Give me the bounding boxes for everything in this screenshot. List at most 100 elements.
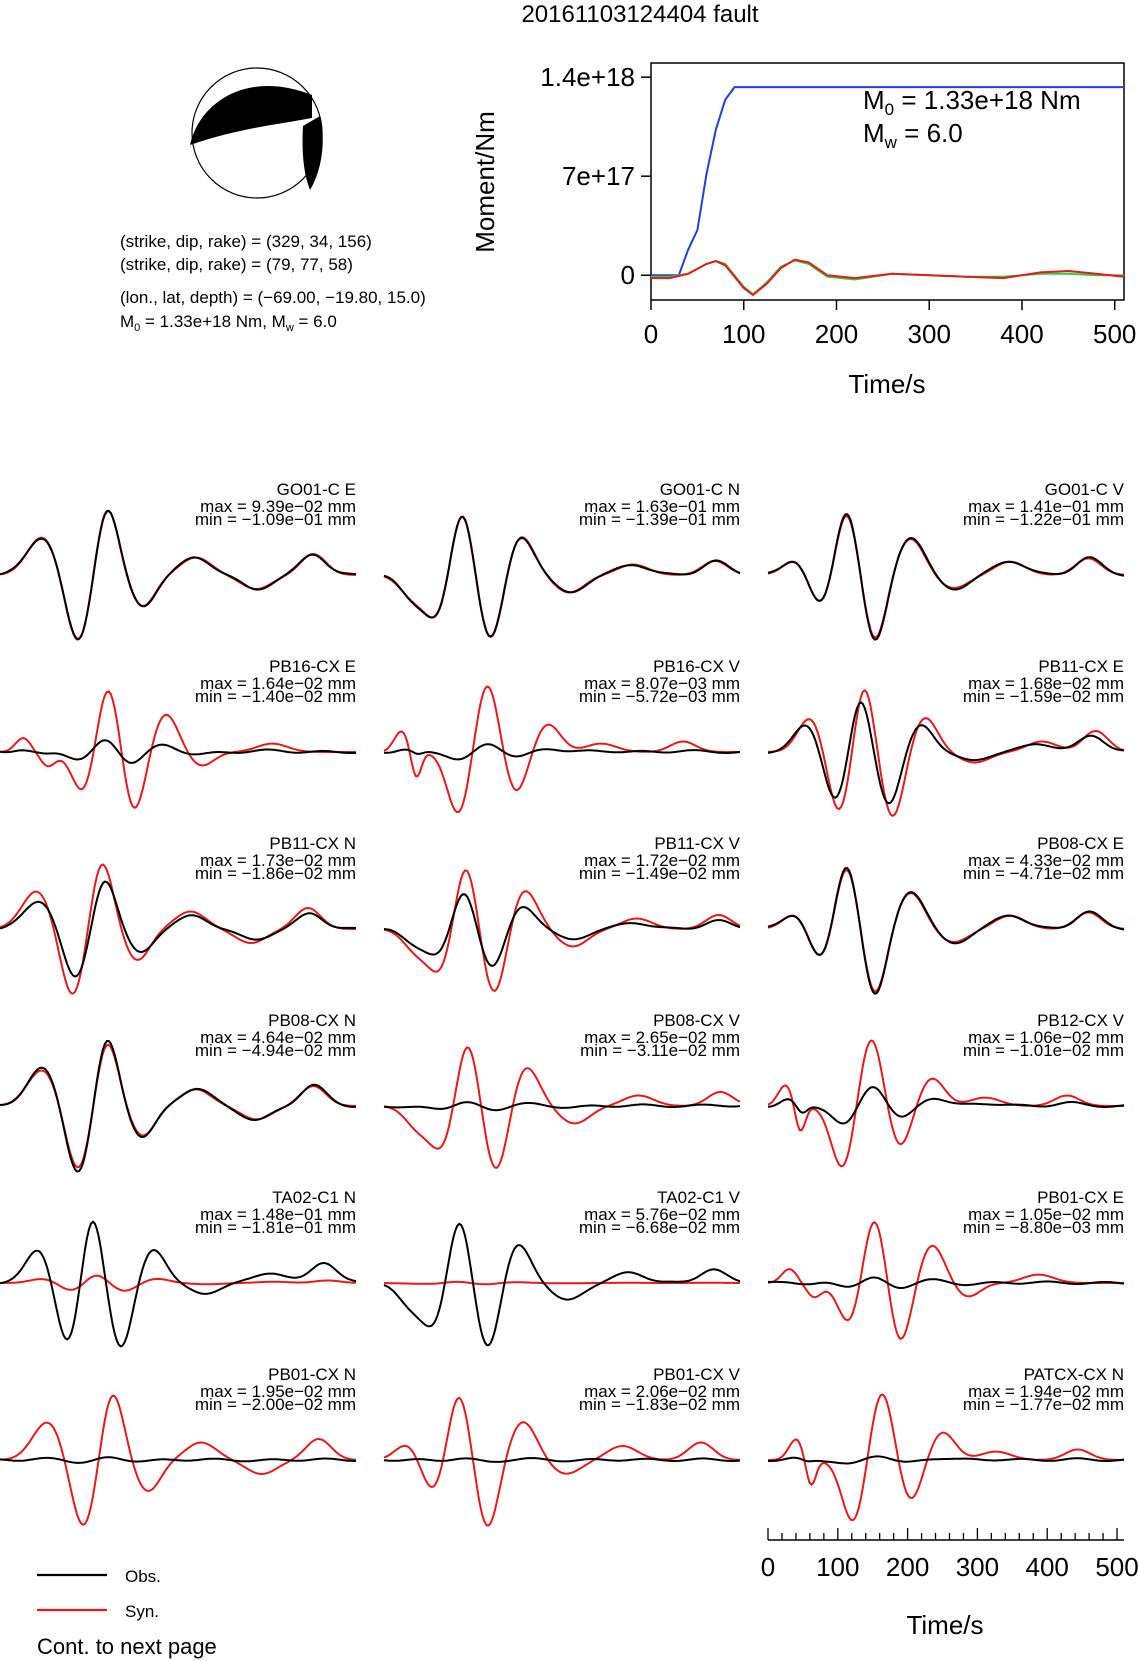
mechanism-line-4: M0 = 1.33e+18 Nm, Mw = 6.0 (120, 312, 337, 334)
min-label: min = −1.39e−01 mm (579, 510, 740, 529)
max-label: max = 9.39e−02 mm (200, 497, 356, 516)
max-label: max = 1.48e−01 mm (200, 1205, 356, 1224)
min-label: min = −1.59e−02 mm (963, 687, 1124, 706)
synthetic-trace (383, 515, 741, 639)
station-label: GO01-C E (277, 480, 356, 499)
moment-xtick-label: 500 (1093, 319, 1136, 349)
station-label: PB01-CX E (1037, 1188, 1124, 1207)
synthetic-trace (383, 685, 740, 814)
moment-xtick-label: 400 (1000, 319, 1043, 349)
observed-trace (0, 1039, 356, 1173)
footer-note: Cont. to next page (37, 1634, 217, 1659)
station-label: PB08-CX V (653, 1011, 741, 1030)
moment-plot-frame (650, 62, 1125, 301)
station-label: PB16-CX E (269, 657, 356, 676)
synthetic-trace (767, 689, 1125, 817)
waveform-xtick-label: 0 (761, 1552, 775, 1582)
max-label: max = 4.33e−02 mm (968, 851, 1124, 870)
moment-series-line-1 (651, 259, 1124, 296)
min-label: min = −1.77e−02 mm (963, 1395, 1124, 1414)
moment-ytick-label: 1.4e+18 (540, 62, 635, 92)
observed-trace (768, 1276, 1125, 1289)
max-label: max = 1.95e−02 mm (200, 1382, 356, 1401)
moment-series-line-0 (651, 86, 1124, 277)
synthetic-trace (0, 509, 356, 641)
legend-syn-label: Syn. (125, 1602, 159, 1621)
moment-xtick-label: 300 (908, 319, 951, 349)
max-label: max = 1.72e−02 mm (584, 851, 740, 870)
min-label: min = −1.83e−02 mm (579, 1395, 740, 1414)
max-label: max = 1.94e−02 mm (968, 1382, 1124, 1401)
moment-chart: 1.4e+18 7e+17 0 0 100 200 300 400 500 Moment/Nm… (470, 62, 1136, 399)
min-label: min = −1.81e−01 mm (195, 1218, 356, 1237)
synthetic-trace (768, 1393, 1124, 1522)
beachball-icon (190, 67, 323, 199)
moment-series-line-2 (651, 258, 1125, 297)
min-label: min = −1.40e−02 mm (195, 687, 356, 706)
moment-xtick-label: 0 (644, 319, 658, 349)
observed-trace (767, 512, 1125, 641)
synthetic-trace (384, 1280, 740, 1286)
waveform-xtick-label: 400 (1026, 1552, 1069, 1582)
station-label: PB08-CX E (1037, 834, 1124, 853)
waveform-xtick-label: 200 (886, 1552, 929, 1582)
moment-xtick-label: 200 (815, 319, 858, 349)
moment-xtick-label: 100 (722, 319, 765, 349)
synthetic-trace (767, 868, 1125, 993)
min-label: min = −1.86e−02 mm (195, 864, 356, 883)
observed-trace (0, 880, 357, 978)
figure-title: 20161103124404 fault (521, 1, 758, 28)
synthetic-trace (0, 863, 356, 995)
max-label: max = 5.76e−02 mm (584, 1205, 740, 1224)
min-label: min = −1.09e−01 mm (195, 510, 356, 529)
station-label: PB11-CX V (654, 834, 740, 853)
observed-trace (383, 1456, 741, 1463)
waveform-xtick-label: 300 (956, 1552, 999, 1582)
min-label: min = −3.11e−02 mm (580, 1041, 740, 1060)
station-label: TA02-C1 N (272, 1188, 356, 1207)
max-label: max = 1.68e−02 mm (968, 674, 1124, 693)
moment-mw-annotation: Mw = 6.0 (863, 118, 963, 152)
waveform-xtick-label: 500 (1095, 1552, 1138, 1582)
moment-ytick-label: 7e+17 (562, 161, 635, 191)
observed-trace (767, 701, 1125, 805)
synthetic-trace (767, 1221, 1124, 1340)
min-label: min = −5.72e−03 mm (579, 687, 740, 706)
observed-trace (383, 743, 741, 761)
waveform-xtick-label: 100 (816, 1552, 859, 1582)
min-label: min = −4.71e−02 mm (963, 864, 1124, 883)
min-label: min = −1.22e−01 mm (963, 510, 1124, 529)
max-label: max = 2.65e−02 mm (584, 1028, 740, 1047)
mechanism-info: (strike, dip, rake) = (329, 34, 156) (st… (120, 232, 426, 334)
observed-trace (383, 893, 741, 967)
min-label: min = −8.80e−03 mm (963, 1218, 1124, 1237)
observed-trace (767, 1086, 1125, 1125)
max-label: max = 2.06e−02 mm (584, 1382, 740, 1401)
station-label: GO01-C V (1045, 480, 1125, 499)
synthetic-trace (767, 1039, 1124, 1168)
min-label: min = −2.00e−02 mm (195, 1395, 356, 1414)
synthetic-trace (383, 1396, 741, 1527)
max-label: max = 1.06e−02 mm (968, 1028, 1124, 1047)
max-label: max = 1.63e−01 mm (584, 497, 740, 516)
synthetic-trace (0, 1043, 356, 1169)
min-label: min = −4.94e−02 mm (195, 1041, 356, 1060)
observed-trace (767, 866, 1125, 995)
moment-xlabel: Time/s (848, 369, 925, 399)
synthetic-trace (767, 514, 1125, 639)
station-label: GO01-C N (660, 480, 740, 499)
mechanism-line-1: (strike, dip, rake) = (329, 34, 156) (120, 232, 372, 251)
station-label: TA02-C1 V (657, 1188, 740, 1207)
legend-obs-label: Obs. (125, 1567, 161, 1586)
